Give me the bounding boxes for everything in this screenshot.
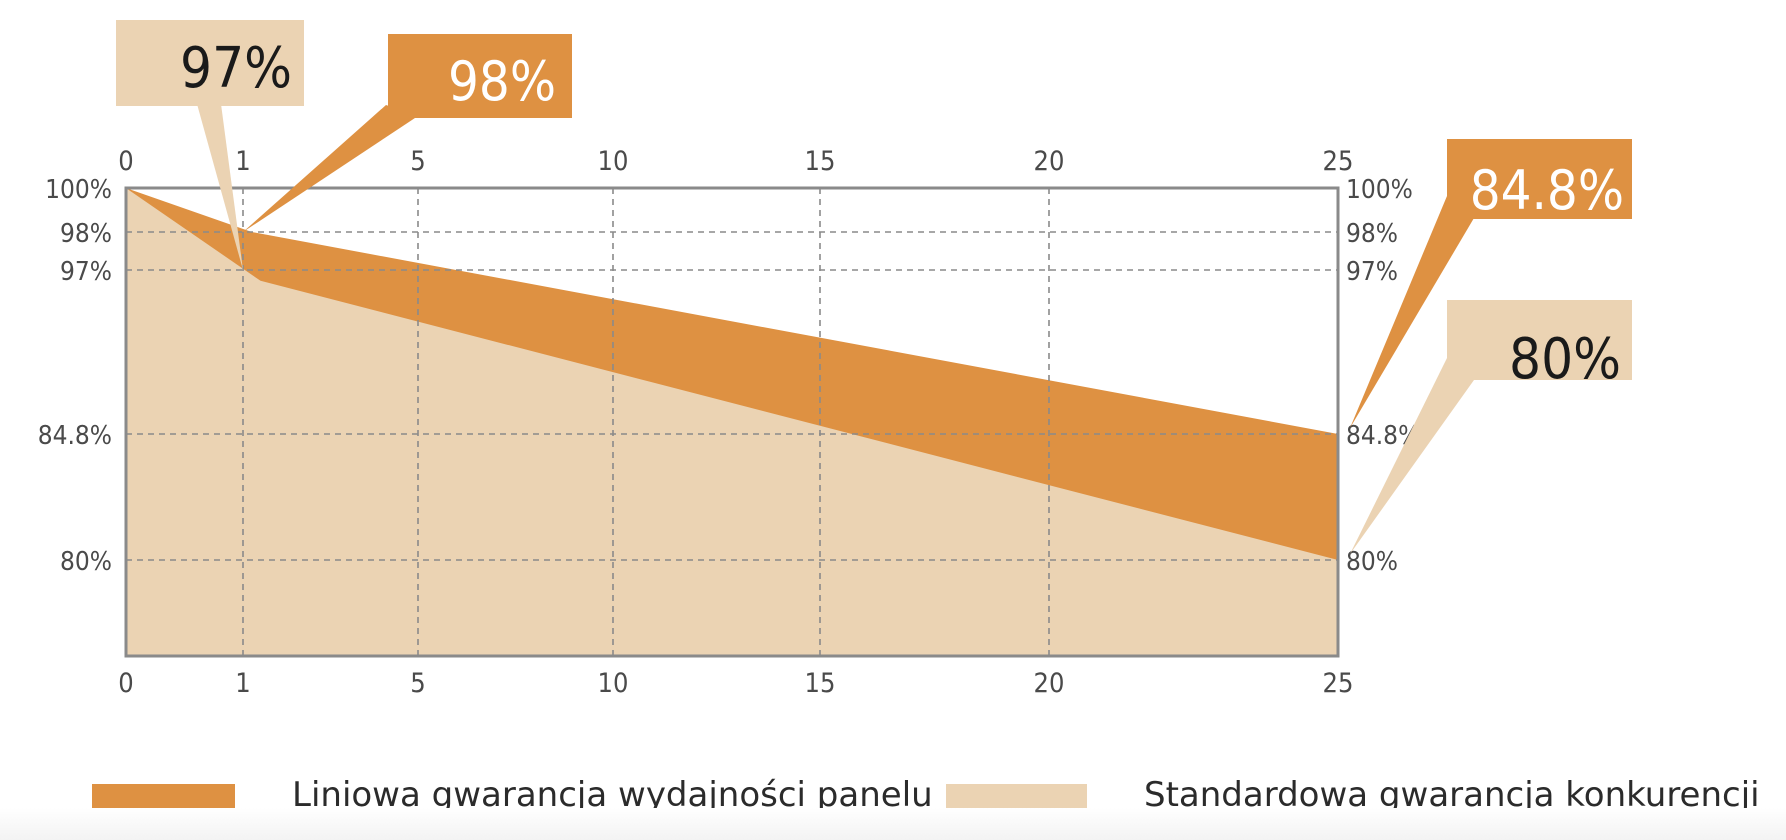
callout-label: 84.8% (1470, 159, 1624, 222)
y-tick-label-right: 80% (1346, 547, 1398, 577)
page-bottom-edge (0, 808, 1786, 840)
plot-frame (124, 186, 1340, 658)
x-tick-label-top: 15 (805, 146, 836, 177)
x-tick-label-top: 1 (235, 146, 250, 177)
callout-pointer (197, 104, 243, 270)
y-tick-label-right: 98% (1346, 219, 1398, 249)
callout-label: 80% (1509, 327, 1621, 392)
x-tick-label-bottom: 5 (410, 668, 425, 699)
x-tick-label-bottom: 10 (598, 668, 629, 699)
callout-box (116, 20, 304, 106)
callout-pointer (243, 105, 418, 232)
y-tick-label-left: 80% (60, 547, 112, 577)
series-area-standard (126, 188, 1338, 656)
x-tick-label-bottom: 25 (1323, 668, 1354, 699)
x-tick-label-top: 0 (118, 146, 133, 177)
y-tick-label-left: 97% (60, 257, 112, 287)
x-tick-label-bottom: 20 (1034, 668, 1065, 699)
x-tick-label-bottom: 0 (118, 668, 133, 699)
x-tick-label-top: 25 (1323, 146, 1354, 177)
y-tick-label-left: 84.8% (38, 421, 112, 451)
callout-label: 97% (180, 36, 292, 101)
y-tick-label-right: 100% (1346, 175, 1413, 205)
y-tick-label-left: 98% (60, 219, 112, 249)
callout-box (1447, 139, 1632, 219)
callout-box (1447, 300, 1632, 380)
callout-pointer (1350, 358, 1474, 554)
x-tick-label-top: 5 (410, 146, 425, 177)
callout-pointer (1350, 196, 1474, 428)
y-tick-label-right: 97% (1346, 257, 1398, 287)
callout-label: 98% (448, 50, 556, 113)
x-tick-label-bottom: 1 (235, 668, 250, 699)
x-tick-label-top: 10 (598, 146, 629, 177)
legend-swatch (946, 784, 1087, 808)
legend-swatch (92, 784, 235, 808)
x-tick-label-bottom: 15 (805, 668, 836, 699)
x-tick-label-top: 20 (1034, 146, 1065, 177)
callout-box (388, 34, 572, 118)
y-tick-label-left: 100% (45, 175, 112, 205)
